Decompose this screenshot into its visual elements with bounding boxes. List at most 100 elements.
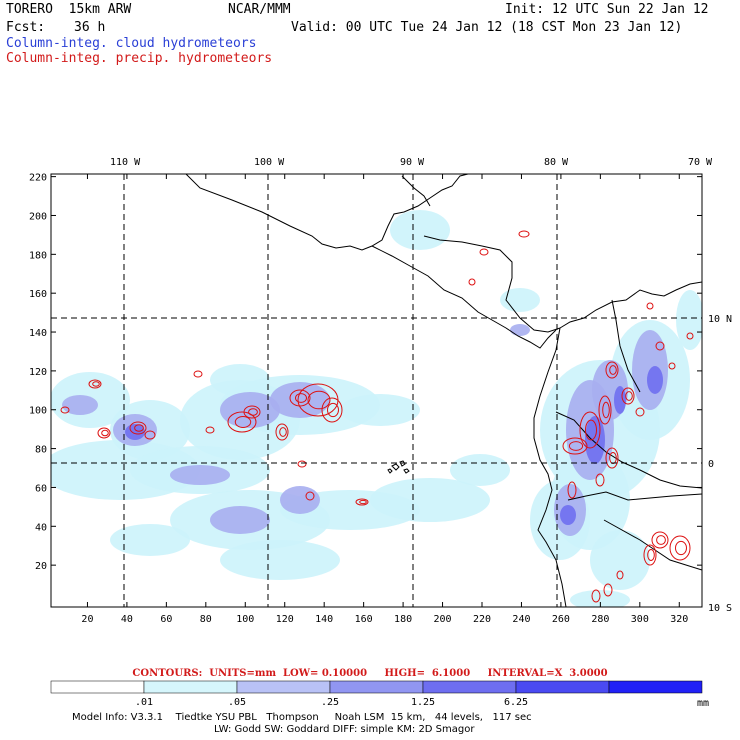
x-tick-label: 260 <box>552 614 570 625</box>
precip-contour <box>518 230 530 238</box>
x-tick-label: 320 <box>670 614 688 625</box>
galapagos-islands <box>387 460 410 474</box>
precip-contour <box>686 332 694 340</box>
precip-contour <box>635 407 645 417</box>
model-title: TORERO 15km ARW <box>6 2 132 17</box>
andes-border-3 <box>611 299 641 393</box>
x-tick-label: 100 <box>236 614 254 625</box>
cloud-patch <box>590 530 650 590</box>
cloud-patch <box>647 366 663 394</box>
lon-label-110w: 110 W <box>110 157 141 168</box>
y-tick-label: 180 <box>29 250 47 261</box>
colorbar-swatch <box>515 680 610 694</box>
precip-contour <box>355 498 369 506</box>
colorbar-label: .25 <box>321 697 339 708</box>
precip-contour-inner <box>585 419 597 441</box>
precip-contour-inner <box>327 402 339 418</box>
precip-contour <box>297 460 307 468</box>
colorbar-unit: mm <box>697 698 709 709</box>
cloud-patch <box>210 364 270 396</box>
y-tick-label: 200 <box>29 211 47 222</box>
x-tick-label: 180 <box>394 614 412 625</box>
cloud-patch <box>614 386 626 414</box>
precip-contour-inner <box>647 549 655 561</box>
precip-contour <box>567 481 577 499</box>
precip-contour <box>205 426 215 434</box>
lon-label-70w: 70 W <box>688 157 713 168</box>
precip-contour <box>468 278 476 286</box>
precip-contour <box>579 411 601 449</box>
precip-contour <box>97 427 111 439</box>
y-tick-label: 20 <box>35 561 47 572</box>
latlon-grid <box>51 174 702 607</box>
precip-contour-inner <box>675 540 687 556</box>
colorbar-swatch <box>422 680 517 694</box>
cloud-patch <box>340 394 420 426</box>
precip-contour <box>321 397 343 423</box>
forecast-hour-label: Fcst: <box>6 20 46 35</box>
precip-contour <box>616 570 624 580</box>
organization-label: NCAR/MMM <box>228 2 291 17</box>
x-tick-label: 80 <box>200 614 212 625</box>
x-tick-label: 60 <box>160 614 172 625</box>
colorbar-swatch <box>50 680 145 694</box>
colorbar: .01 .05 .25 1.25 6.25 <box>50 680 703 708</box>
y-tick-label: 80 <box>35 445 47 456</box>
lat-label-10s: 10 S <box>708 603 732 614</box>
precip-contour <box>243 405 261 419</box>
model-physics-line: LW: Godd SW: Goddard DIFF: simple KM: 2D… <box>214 724 475 735</box>
precip-contour-inner <box>279 427 287 437</box>
x-axis: 20 40 60 80 100 120 140 160 180 200 220 240 260 280 30… <box>81 174 688 625</box>
precip-contour <box>562 437 588 455</box>
cloud-patch <box>676 290 702 350</box>
cloud-patch <box>110 524 190 556</box>
x-tick-label: 280 <box>591 614 609 625</box>
x-tick-label: 20 <box>81 614 93 625</box>
x-tick-label: 40 <box>121 614 133 625</box>
x-tick-label: 120 <box>276 614 294 625</box>
colorbar-swatch <box>329 680 424 694</box>
precip-contour <box>479 248 489 256</box>
precip-contour <box>605 361 619 379</box>
x-tick-label: 300 <box>631 614 649 625</box>
andes-border-2 <box>567 491 702 501</box>
lon-label-100w: 100 W <box>254 157 285 168</box>
south-america-pacific-coast <box>533 327 567 607</box>
precip-contour <box>655 341 665 351</box>
colorbar-label: .01 <box>135 697 153 708</box>
precip-contour <box>651 531 669 549</box>
lon-label-90w: 90 W <box>400 157 425 168</box>
contour-info: CONTOURS: UNITS=mm LOW= 0.10000 HIGH= 6.… <box>132 668 608 679</box>
cloud-patch <box>370 478 490 522</box>
yucatan-coastline <box>401 175 431 207</box>
precip-contour <box>193 370 203 378</box>
cloud-patch <box>500 288 540 312</box>
forecast-hour-value: 36 h <box>74 20 106 35</box>
central-america-caribbean-coast <box>423 235 561 333</box>
precip-contour <box>144 430 156 440</box>
precip-contour <box>305 491 315 501</box>
south-america-north-coast <box>559 281 702 329</box>
cloud-patch <box>390 210 450 250</box>
precip-contour <box>621 387 635 405</box>
precip-contour <box>646 302 654 310</box>
precip-contour <box>129 421 147 435</box>
y-axis: 220 200 180 160 140 120 100 80 60 40 20 <box>29 173 702 572</box>
x-tick-label: 220 <box>473 614 491 625</box>
cloud-patch <box>270 382 330 418</box>
colorbar-label: .05 <box>228 697 246 708</box>
precip-contour-inner <box>248 408 258 416</box>
colorbar-swatch <box>143 680 238 694</box>
precip-contour-inner <box>92 381 100 387</box>
y-tick-label: 100 <box>29 406 47 417</box>
cloud-patch <box>210 506 270 534</box>
cloud-patch <box>280 486 320 514</box>
cloud-patch <box>450 454 510 486</box>
precip-contour-inner <box>656 535 666 545</box>
andes-border-1 <box>555 411 702 489</box>
precip-contour-inner <box>359 499 367 505</box>
y-tick-label: 220 <box>29 173 47 184</box>
precip-contour-inner <box>568 441 584 451</box>
precip-contour-inner <box>134 424 144 432</box>
